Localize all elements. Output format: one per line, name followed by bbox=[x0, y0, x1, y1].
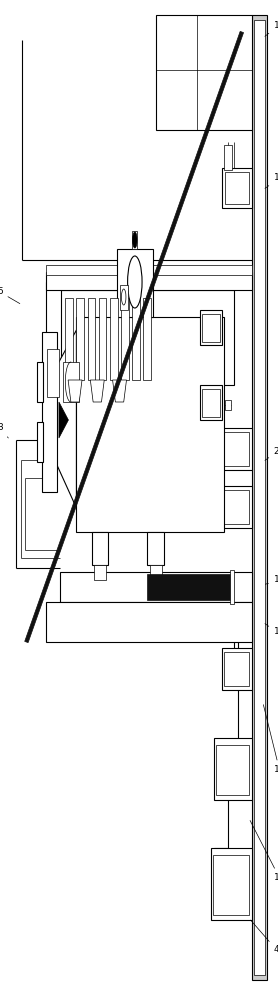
Bar bbox=[222, 168, 252, 208]
Bar bbox=[110, 298, 118, 380]
Circle shape bbox=[128, 256, 142, 308]
Bar bbox=[211, 848, 252, 920]
Bar bbox=[132, 231, 137, 249]
Bar bbox=[147, 574, 231, 600]
Bar bbox=[216, 745, 249, 795]
Bar bbox=[117, 249, 153, 317]
Bar bbox=[60, 572, 252, 602]
Bar bbox=[202, 389, 220, 417]
Bar bbox=[46, 272, 252, 290]
Bar bbox=[42, 332, 57, 492]
Circle shape bbox=[133, 232, 137, 248]
Text: 17: 17 bbox=[265, 174, 278, 188]
Bar bbox=[46, 602, 252, 642]
Bar bbox=[213, 855, 249, 915]
Bar bbox=[76, 317, 224, 532]
Text: 4: 4 bbox=[251, 920, 278, 954]
Bar bbox=[230, 570, 234, 604]
Bar bbox=[46, 265, 252, 275]
Bar bbox=[222, 486, 252, 528]
Bar bbox=[60, 302, 83, 390]
Bar bbox=[94, 565, 106, 580]
Bar bbox=[37, 362, 43, 402]
Bar bbox=[47, 349, 59, 397]
Bar bbox=[224, 145, 232, 170]
Bar bbox=[225, 172, 249, 204]
Text: 5: 5 bbox=[0, 288, 20, 304]
Bar bbox=[200, 385, 222, 420]
Bar bbox=[120, 285, 128, 310]
Polygon shape bbox=[90, 380, 104, 402]
Bar bbox=[46, 282, 61, 402]
Bar bbox=[222, 428, 252, 470]
Bar bbox=[121, 298, 129, 380]
Polygon shape bbox=[113, 380, 126, 402]
Text: 3: 3 bbox=[0, 424, 8, 438]
Bar bbox=[143, 298, 151, 380]
Text: 2: 2 bbox=[265, 448, 278, 460]
Text: 14: 14 bbox=[263, 705, 278, 774]
Text: 18: 18 bbox=[265, 20, 278, 36]
Text: 13: 13 bbox=[265, 576, 278, 584]
Text: 12: 12 bbox=[250, 820, 278, 882]
Bar bbox=[224, 652, 249, 686]
Bar bbox=[214, 738, 252, 800]
Bar bbox=[147, 532, 164, 565]
Polygon shape bbox=[59, 402, 68, 438]
Polygon shape bbox=[25, 31, 244, 643]
Bar bbox=[222, 648, 252, 690]
Bar bbox=[60, 290, 234, 385]
Bar bbox=[65, 298, 73, 380]
Bar bbox=[254, 20, 265, 975]
Bar bbox=[76, 298, 84, 380]
Bar bbox=[224, 490, 249, 524]
Bar bbox=[252, 15, 267, 980]
Polygon shape bbox=[56, 330, 76, 508]
Bar bbox=[225, 400, 231, 410]
Bar bbox=[92, 532, 108, 565]
Bar bbox=[202, 314, 220, 342]
Bar bbox=[150, 565, 162, 580]
Bar bbox=[99, 298, 106, 380]
Text: 1: 1 bbox=[265, 624, 278, 637]
Bar bbox=[37, 422, 43, 462]
Bar bbox=[156, 15, 252, 130]
Circle shape bbox=[121, 289, 126, 305]
Bar bbox=[200, 310, 222, 345]
Bar bbox=[224, 432, 249, 466]
Polygon shape bbox=[68, 380, 82, 402]
Bar bbox=[88, 298, 95, 380]
Bar bbox=[63, 362, 79, 402]
Bar bbox=[132, 298, 140, 380]
